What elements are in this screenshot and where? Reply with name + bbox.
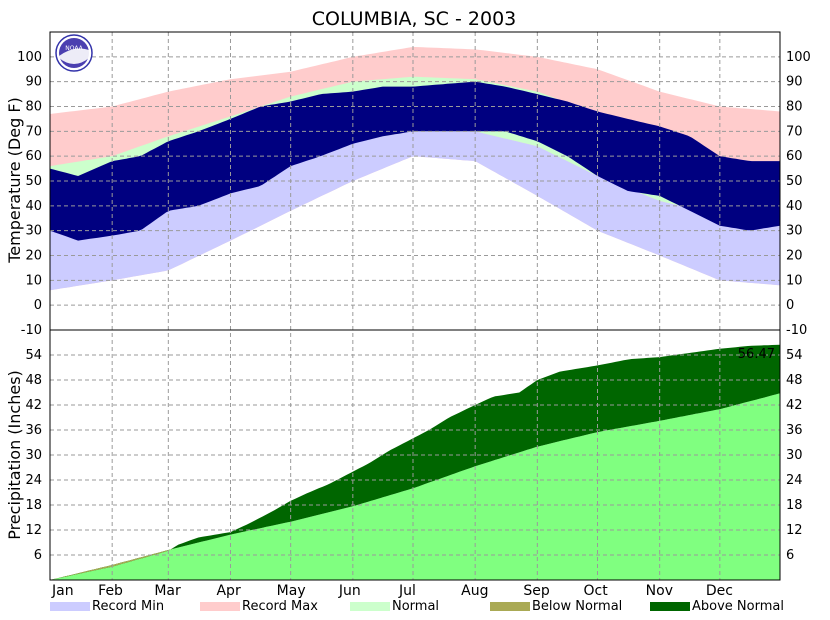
temp-tick-label-left: 80 [25, 100, 42, 115]
temp-tick-label-right: 10 [786, 273, 803, 288]
legend-label: Record Max [242, 599, 318, 614]
month-label: Sep [523, 583, 550, 599]
chart-title: COLUMBIA, SC - 2003 [312, 8, 517, 30]
legend: Record Min Record Max Normal Below Normal Ab… [50, 599, 784, 614]
precipitation-frame [49, 329, 781, 581]
precip-tick-label-right: 12 [786, 523, 803, 538]
precip-tick-label-left: 6 [34, 548, 42, 563]
month-label: Apr [216, 583, 240, 599]
annual-precip-total: 56.47 [738, 347, 775, 362]
temp-tick-label-right: 80 [786, 100, 803, 115]
temp-tick-label-right: -10 [786, 323, 807, 338]
precip-tick-label-right: 24 [786, 473, 803, 488]
svg-text:NOAA: NOAA [65, 45, 83, 52]
legend-swatch [650, 602, 690, 611]
temp-tick-label-right: 30 [786, 224, 803, 239]
legend-label: Above Normal [692, 599, 784, 614]
legend-label: Below Normal [532, 599, 622, 614]
legend-swatch [350, 602, 390, 611]
precip-tick-label-left: 30 [25, 448, 42, 463]
temp-tick-label-right: 40 [786, 199, 803, 214]
precip-tick-label-left: 36 [25, 423, 42, 438]
temp-tick-label-left: 60 [25, 149, 42, 164]
temperature-ylabel: Temperature (Deg F) [5, 97, 24, 264]
temp-tick-label-left: 30 [25, 224, 42, 239]
temp-tick-label-right: 90 [786, 75, 803, 90]
temp-tick-label-right: 70 [786, 124, 803, 139]
month-label: Jun [338, 583, 361, 599]
temp-tick-label-right: 20 [786, 249, 803, 264]
legend-swatch [490, 602, 530, 611]
observed-temperature-band [50, 81, 780, 241]
month-label: May [277, 583, 306, 599]
precipitation-ylabel: Precipitation (Inches) [5, 370, 24, 540]
legend-label: Record Min [92, 599, 164, 614]
precip-tick-label-left: 24 [25, 473, 42, 488]
temp-tick-label-left: 10 [25, 273, 42, 288]
temp-tick-label-left: 40 [25, 199, 42, 214]
precip-tick-label-left: 42 [25, 398, 42, 413]
precip-tick-label-left: 12 [25, 523, 42, 538]
month-label: Aug [461, 583, 488, 599]
precip-tick-label-right: 30 [786, 448, 803, 463]
legend-swatch [200, 602, 240, 611]
precip-tick-label-right: 54 [786, 348, 803, 363]
month-label: Oct [584, 583, 609, 599]
temp-tick-label-left: -10 [21, 323, 42, 338]
temp-tick-label-right: 50 [786, 174, 803, 189]
precip-tick-label-right: 36 [786, 423, 803, 438]
precip-tick-label-right: 18 [786, 498, 803, 513]
month-label: Dec [706, 583, 733, 599]
noaa-logo: NOAA [55, 34, 93, 72]
temp-tick-label-left: 90 [25, 75, 42, 90]
precip-tick-label-right: 42 [786, 398, 803, 413]
temp-tick-label-left: 50 [25, 174, 42, 189]
legend-label: Normal [392, 599, 439, 614]
precip-tick-label-left: 48 [25, 373, 42, 388]
temp-tick-label-left: 70 [25, 124, 42, 139]
temp-tick-label-right: 60 [786, 149, 803, 164]
month-label: Jan [51, 583, 74, 599]
temp-tick-label-right: 0 [786, 298, 794, 313]
precip-tick-label-left: 18 [25, 498, 42, 513]
precip-tick-label-right: 48 [786, 373, 803, 388]
precip-tick-label-left: 54 [25, 348, 42, 363]
month-label: Feb [98, 583, 123, 599]
temp-tick-label-left: 20 [25, 249, 42, 264]
temp-tick-label-left: 0 [34, 298, 42, 313]
month-label: Nov [646, 583, 673, 599]
month-label: Mar [154, 583, 181, 599]
temperature-panel [50, 47, 780, 291]
legend-swatch [50, 602, 90, 611]
month-label: Jul [398, 583, 416, 599]
precip-tick-label-right: 6 [786, 548, 794, 563]
record-min-band [50, 131, 780, 291]
temp-tick-label-right: 100 [786, 50, 811, 65]
axes: 0 0 10 10 20 20 30 30 40 40 50 50 60 60 70 70 80 80 90 90 10… [17, 31, 811, 599]
temp-tick-label-left: 100 [17, 50, 42, 65]
